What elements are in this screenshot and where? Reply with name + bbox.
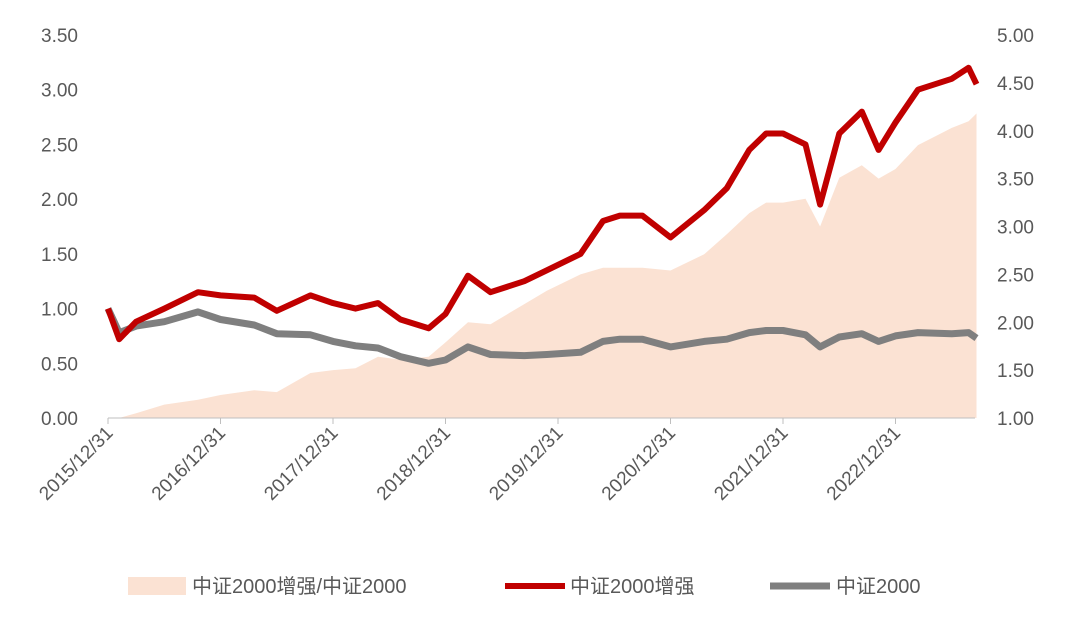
x-tick-label: 2018/12/31 — [373, 423, 455, 505]
y-right-tick-label: 1.00 — [997, 409, 1034, 430]
x-axis: 2015/12/31 2016/12/31 2017/12/31 2018/12/31… — [35, 418, 905, 505]
legend-swatch-ratio — [128, 577, 186, 595]
legend-label-index: 中证2000 — [836, 575, 921, 598]
x-tick-label: 2016/12/31 — [148, 423, 230, 505]
y-left-tick-label: 0.50 — [41, 354, 78, 375]
legend-label-enhanced: 中证2000增强 — [570, 575, 695, 598]
y-right-tick-label: 4.00 — [997, 122, 1034, 143]
y-right-tick-label: 3.00 — [997, 218, 1034, 239]
legend: 中证2000增强/中证2000 中证2000增强 中证2000 — [128, 575, 921, 598]
x-tick-label: 2021/12/31 — [710, 423, 792, 505]
x-tick-label: 2019/12/31 — [485, 423, 567, 505]
y-axis-right: 1.00 1.50 2.00 2.50 3.00 3.50 4.00 4.50 5.00 — [997, 26, 1034, 430]
y-axis-left: 0.00 0.50 1.00 1.50 2.00 2.50 3.00 3.50 — [41, 26, 78, 430]
y-left-tick-label: 1.50 — [41, 245, 78, 266]
y-right-tick-label: 1.50 — [997, 361, 1034, 382]
x-tick-label: 2015/12/31 — [35, 423, 117, 505]
area-layer — [108, 113, 977, 418]
y-right-tick-label: 4.50 — [997, 74, 1034, 95]
y-left-tick-label: 1.00 — [41, 300, 78, 321]
y-left-tick-label: 0.00 — [41, 409, 78, 430]
y-left-tick-label: 2.50 — [41, 135, 78, 156]
y-right-tick-label: 3.50 — [997, 170, 1034, 191]
y-left-tick-label: 3.00 — [41, 81, 78, 102]
y-left-tick-label: 3.50 — [41, 26, 78, 47]
x-tick-label: 2020/12/31 — [598, 423, 680, 505]
y-right-tick-label: 2.50 — [997, 265, 1034, 286]
y-right-tick-label: 2.00 — [997, 313, 1034, 334]
y-right-tick-label: 5.00 — [997, 26, 1034, 47]
x-tick-label: 2022/12/31 — [823, 423, 905, 505]
x-tick-label: 2017/12/31 — [260, 423, 342, 505]
series-area-ratio — [108, 114, 977, 419]
y-left-tick-label: 2.00 — [41, 190, 78, 211]
legend-label-ratio: 中证2000增强/中证2000 — [192, 575, 407, 598]
